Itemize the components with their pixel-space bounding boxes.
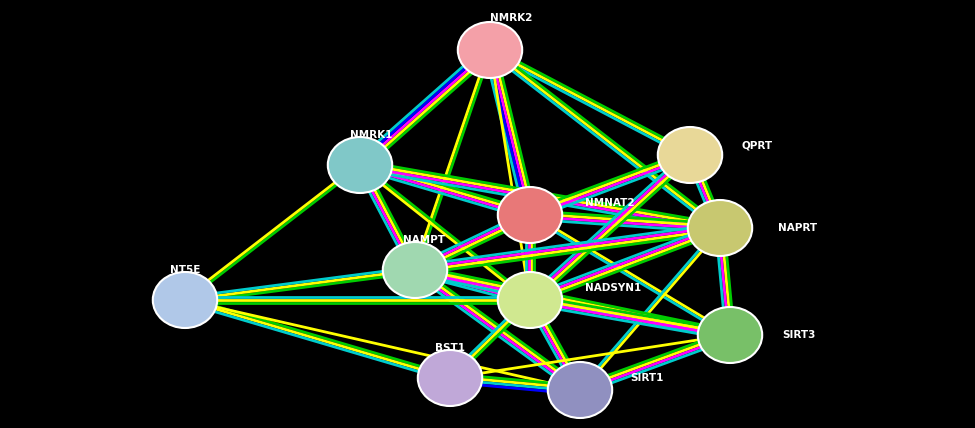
Text: NMRK1: NMRK1 — [350, 130, 392, 140]
Ellipse shape — [548, 362, 612, 418]
Text: BST1: BST1 — [435, 343, 465, 353]
Ellipse shape — [698, 307, 762, 363]
Ellipse shape — [498, 187, 563, 243]
Ellipse shape — [383, 242, 448, 298]
Text: SIRT3: SIRT3 — [782, 330, 815, 340]
Ellipse shape — [328, 137, 392, 193]
Text: NAMPT: NAMPT — [403, 235, 445, 245]
Ellipse shape — [687, 200, 752, 256]
Text: SIRT1: SIRT1 — [630, 373, 663, 383]
Ellipse shape — [498, 272, 563, 328]
Text: NMNAT2: NMNAT2 — [585, 198, 635, 208]
Text: QPRT: QPRT — [742, 140, 773, 150]
Text: NMRK2: NMRK2 — [490, 13, 532, 23]
Text: NT5E: NT5E — [170, 265, 201, 275]
Ellipse shape — [153, 272, 217, 328]
Ellipse shape — [458, 22, 523, 78]
Ellipse shape — [658, 127, 722, 183]
Ellipse shape — [418, 350, 483, 406]
Text: NADSYN1: NADSYN1 — [585, 283, 642, 293]
Text: NAPRT: NAPRT — [778, 223, 817, 233]
